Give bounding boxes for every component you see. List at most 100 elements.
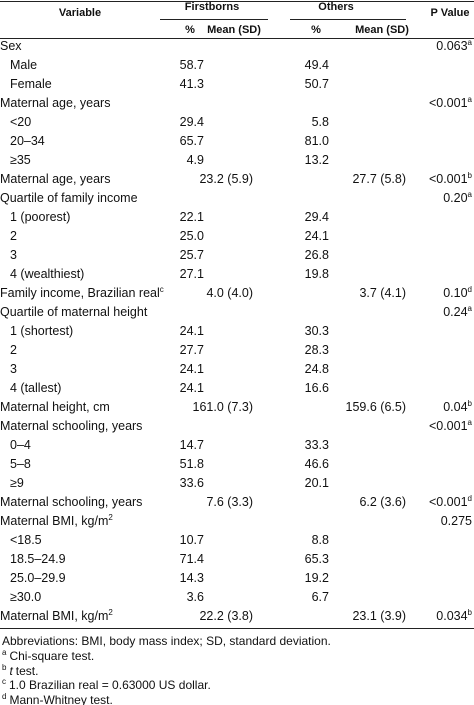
header-sub: Mean (SD) [355,24,409,36]
cell-p-value: 0.24a [443,304,472,320]
rule-line [0,1,474,2]
label-text: Quartile of maternal height [0,305,148,319]
p-superscript: a [467,95,472,104]
row-label: Quartile of maternal height [0,305,147,319]
row-label: <18.5 [10,533,42,547]
label-text: 0–4 [10,438,31,452]
label-text: Maternal BMI, kg/m [0,514,109,528]
cell-percent: 14.3 [179,571,204,585]
header-sub: % [311,24,321,36]
cell-mean: 23.2 (5.9) [199,172,253,186]
p-superscript: b [467,171,472,180]
cell-percent: 58.7 [179,58,204,72]
row-label: Maternal BMI, kg/m2 [0,608,113,624]
row-label: Maternal BMI, kg/m2 [0,513,113,529]
cell-percent: 22.1 [179,210,204,224]
row-label: Female [10,77,52,91]
cell-percent: 19.2 [304,571,329,585]
cell-percent: 49.4 [304,58,329,72]
p-text: 0.24 [443,305,468,319]
label-text: 2 [10,343,17,357]
row-label: ≥9 [10,476,24,490]
p-superscript: a [467,304,472,313]
cell-percent: 24.8 [304,362,329,376]
cell-percent: 8.8 [311,533,329,547]
cell-mean: 7.6 (3.3) [206,495,253,509]
cell-percent: 50.7 [304,77,329,91]
cell-percent: 25.7 [179,248,204,262]
footnote: Abbreviations: BMI, body mass index; SD,… [2,634,331,648]
p-text: <0.001 [428,495,468,509]
cell-mean: 22.2 (3.8) [199,609,253,623]
row-label: Sex [0,39,22,53]
label-text: 1 (shortest) [10,324,74,338]
cell-percent: 25.0 [179,229,204,243]
footnote: b t test. [2,663,38,678]
cell-percent: 4.9 [186,153,204,167]
p-text: <0.001 [428,96,468,110]
row-label: Maternal age, years [0,172,110,186]
row-label: <20 [10,115,31,129]
label-text: Maternal BMI, kg/m [0,609,109,623]
cell-p-value: <0.001a [429,419,472,434]
label-text: 3 [10,362,17,376]
cell-mean: 27.7 (5.8) [352,172,406,186]
label-text: 25.0–29.9 [10,571,66,585]
p-superscript: d [467,494,472,503]
label-text: Female [10,77,52,91]
row-label: Maternal schooling, years [0,419,142,433]
row-label: Quartile of family income [0,191,138,205]
row-label: 0–4 [10,438,31,452]
p-superscript: d [467,285,472,294]
rule-line [160,19,268,20]
cell-percent: 28.3 [304,343,329,357]
row-label: 20–34 [10,134,45,148]
row-label: Male [10,58,37,72]
label-text: 4 (tallest) [10,381,62,395]
label-text: Maternal age, years [0,172,111,186]
cell-percent: 30.3 [304,324,329,338]
header-variable: Variable [58,7,102,19]
label-text: Family income, Brazilian real [0,286,160,300]
row-label: ≥35 [10,153,31,167]
row-label: 1 (shortest) [10,324,73,338]
cell-percent: 81.0 [304,134,329,148]
cell-percent: 26.8 [304,248,329,262]
label-superscript: 2 [108,513,113,522]
p-text: 0.10 [443,286,468,300]
cell-percent: 65.3 [304,552,329,566]
label-superscript: 2 [108,608,113,617]
footnote-mark: d [2,691,7,701]
label-text: Maternal schooling, years [0,495,143,509]
row-label: 5–8 [10,457,31,471]
row-label: 4 (tallest) [10,381,61,395]
cell-mean: 23.1 (3.9) [352,609,406,623]
cell-percent: 27.1 [179,267,204,281]
header-sub: Mean (SD) [207,24,261,36]
row-label: 18.5–24.9 [10,552,66,566]
cell-percent: 20.1 [304,476,329,490]
header-sub: % [185,24,195,36]
cell-percent: 5.8 [311,115,329,129]
label-text: 18.5–24.9 [10,552,66,566]
label-text: ≥35 [10,153,31,167]
row-label: 3 [10,248,17,262]
label-text: Male [10,58,38,72]
cell-p-value: 0.275 [441,514,472,528]
cell-percent: 24.1 [304,229,329,243]
footnote: a Chi-square test. [2,649,94,664]
cell-percent: 65.7 [179,134,204,148]
footnote-italic: t [9,663,13,678]
cell-percent: 24.1 [179,362,204,376]
cell-percent: 14.7 [179,438,204,452]
row-label: 2 [10,343,17,357]
cell-mean: 161.0 (7.3) [192,400,253,414]
label-text: 3 [10,248,17,262]
row-label: ≥30.0 [10,590,41,604]
row-label: Maternal height, cm [0,400,110,414]
cell-p-value: <0.001b [429,171,472,187]
cell-p-value: 0.20a [443,191,472,206]
p-superscript: a [467,38,472,47]
cell-percent: 24.1 [179,381,204,395]
